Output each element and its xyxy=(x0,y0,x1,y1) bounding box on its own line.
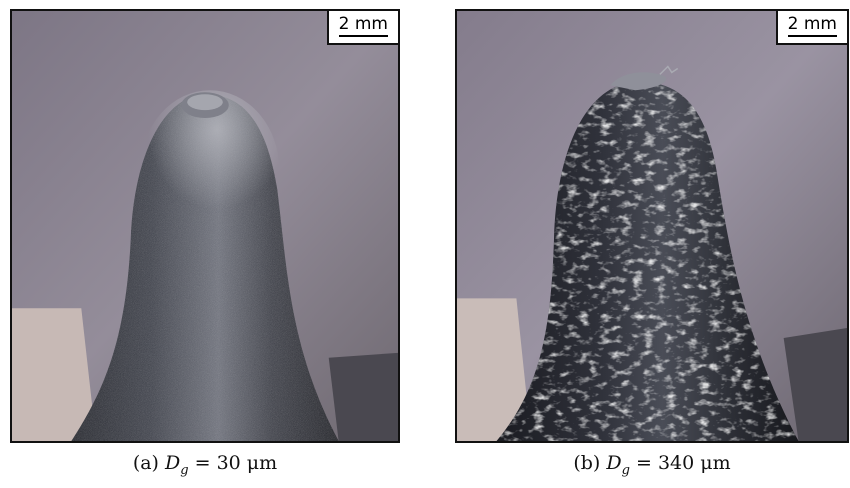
caption-variable: D xyxy=(606,452,622,474)
caption-subscript: g xyxy=(180,462,189,478)
specimen-image-fine-grain xyxy=(12,11,398,441)
caption-value: = 340 μm xyxy=(636,452,731,474)
caption-tag: (b) xyxy=(573,452,601,474)
caption-value: = 30 μm xyxy=(194,452,278,474)
scale-bar-label: 2 mm xyxy=(338,14,388,34)
caption-tag: (a) xyxy=(132,452,159,474)
scale-bar-a: 2 mm xyxy=(326,11,398,45)
specimen-image-coarse-grain xyxy=(457,11,847,441)
scale-bar-line xyxy=(787,35,837,37)
scale-bar-b: 2 mm xyxy=(775,11,847,45)
micrograph-panel-b: 2 mm xyxy=(455,9,849,443)
caption-variable: D xyxy=(165,452,181,474)
caption-b: (b) Dg = 340 μm xyxy=(455,452,849,478)
caption-subscript: g xyxy=(621,462,630,478)
scale-bar-label: 2 mm xyxy=(787,14,837,34)
micrograph-panel-a: 2 mm xyxy=(10,9,400,443)
caption-a: (a) Dg = 30 μm xyxy=(10,452,400,478)
scale-bar-line xyxy=(338,35,388,37)
